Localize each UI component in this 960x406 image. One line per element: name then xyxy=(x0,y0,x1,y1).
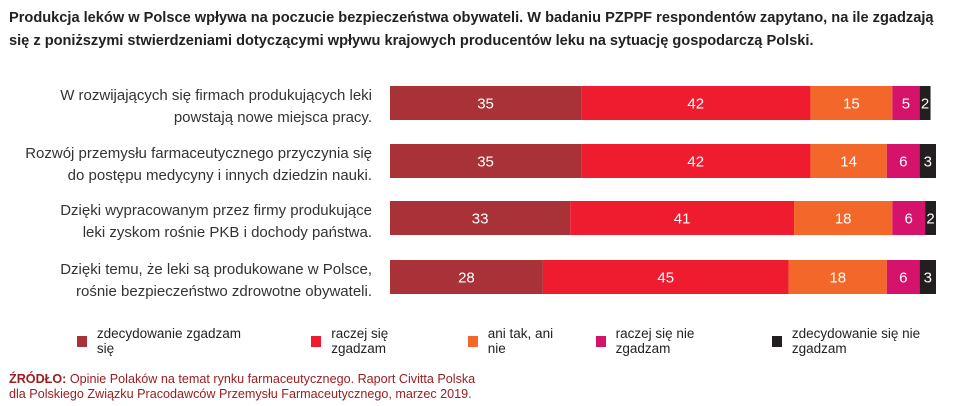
category-label: powstają nowe miejsca pracy. xyxy=(174,109,372,126)
bar-segment xyxy=(919,144,936,178)
data-label: 3 xyxy=(924,154,932,171)
category-label: do postępu medycyny i innych dziedzin na… xyxy=(68,167,372,184)
data-label: 5 xyxy=(902,96,910,113)
data-label: 6 xyxy=(899,270,907,287)
legend-label: zdecydowanie zgadzam się xyxy=(96,326,241,356)
legend-item: zdecydowanie zgadzam się xyxy=(77,326,245,356)
bar-segment xyxy=(390,144,582,178)
data-label: 18 xyxy=(835,211,852,228)
bar-segment xyxy=(542,260,789,294)
data-label: 45 xyxy=(657,270,674,287)
bar-segment xyxy=(390,86,582,120)
data-label: 2 xyxy=(926,211,934,228)
bar-segment xyxy=(925,201,936,235)
legend-swatch xyxy=(595,335,606,347)
legend-item: raczej się zgadzam xyxy=(311,326,435,356)
bar-segment xyxy=(581,86,811,120)
data-label: 6 xyxy=(905,211,913,228)
bar-segment xyxy=(810,144,887,178)
data-label: 41 xyxy=(674,211,691,228)
bar-segment xyxy=(919,86,931,120)
category-label: W rozwijających się firmach produkującyc… xyxy=(60,87,372,104)
legend-item: zdecydowanie się nie zgadzam xyxy=(771,326,960,356)
data-label: 6 xyxy=(899,154,907,171)
category-label: leki zyskom rośnie PKB i dochody państwa… xyxy=(83,224,372,241)
data-label: 2 xyxy=(921,96,929,113)
legend-label: zdecydowanie się nie zgadzam xyxy=(791,326,921,356)
legend-label: ani tak, ani nie xyxy=(487,326,554,356)
legend-item: ani tak, ani nie xyxy=(467,326,566,356)
bar-segment xyxy=(390,201,571,235)
category-label: Rozwój przemysłu farmaceutycznego przycz… xyxy=(25,145,372,162)
data-label: 33 xyxy=(472,211,489,228)
bar-segment xyxy=(810,86,893,120)
legend-label: raczej się zgadzam xyxy=(331,326,389,356)
bar-segment xyxy=(886,260,920,294)
data-label: 3 xyxy=(924,270,932,287)
data-label: 15 xyxy=(843,96,860,113)
source-line-1: Opinie Polaków na temat rynku farmaceuty… xyxy=(69,372,476,386)
data-label: 18 xyxy=(829,270,846,287)
data-label: 14 xyxy=(840,154,857,171)
source-label: ŹRÓDŁO: xyxy=(9,372,67,386)
legend-item: raczej się nie zgadzam xyxy=(595,326,739,356)
bar-segment xyxy=(892,86,920,120)
bar-segment xyxy=(581,144,811,178)
legend-swatch xyxy=(467,335,478,347)
category-label: Dzięki wypracowanym przez firmy produkuj… xyxy=(60,202,372,219)
category-label: rośnie bezpieczeństwo zdrowotne obywatel… xyxy=(76,283,372,300)
data-label: 35 xyxy=(477,154,494,171)
legend-label: raczej się nie zgadzam xyxy=(615,326,695,356)
bar-segment xyxy=(892,201,926,235)
data-label: 35 xyxy=(477,96,494,113)
legend: zdecydowanie zgadzam się raczej się zgadz… xyxy=(77,326,960,356)
data-label: 42 xyxy=(687,154,704,171)
data-label: 42 xyxy=(687,96,704,113)
source-line-2: dla Polskiego Związku Pracodawców Przemy… xyxy=(9,387,472,401)
chart-title: Produkcja leków w Polsce wpływa na poczu… xyxy=(9,10,934,49)
category-label: Dzięki temu, że leki są produkowane w Po… xyxy=(60,261,372,278)
bar-segment xyxy=(570,201,795,235)
bar-segment xyxy=(886,144,920,178)
bar-segment xyxy=(390,260,543,294)
data-label: 28 xyxy=(458,270,475,287)
legend-swatch xyxy=(311,335,322,347)
bar-segment xyxy=(919,260,936,294)
bar-segment xyxy=(788,260,887,294)
source-note: ŹRÓDŁO: Opinie Polaków na temat rynku fa… xyxy=(9,372,475,402)
legend-swatch xyxy=(771,335,782,347)
legend-swatch xyxy=(77,335,87,347)
bar-segment xyxy=(794,201,893,235)
